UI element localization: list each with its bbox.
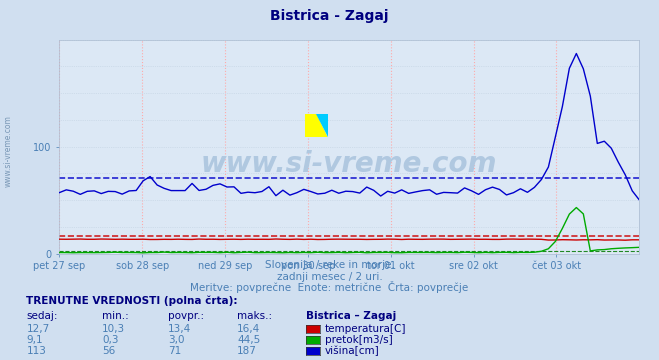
Text: 16,4: 16,4 (237, 324, 260, 334)
Text: maks.:: maks.: (237, 311, 272, 321)
Text: www.si-vreme.com: www.si-vreme.com (3, 115, 13, 187)
Polygon shape (316, 114, 328, 137)
Text: Slovenija / reke in morje.: Slovenija / reke in morje. (264, 260, 395, 270)
Text: zadnji mesec / 2 uri.: zadnji mesec / 2 uri. (277, 272, 382, 282)
Text: Meritve: povprečne  Enote: metrične  Črta: povprečje: Meritve: povprečne Enote: metrične Črta:… (190, 281, 469, 293)
Text: višina[cm]: višina[cm] (325, 346, 380, 356)
Text: pretok[m3/s]: pretok[m3/s] (325, 335, 393, 345)
Text: 10,3: 10,3 (102, 324, 125, 334)
Text: sedaj:: sedaj: (26, 311, 58, 321)
Text: 44,5: 44,5 (237, 335, 260, 345)
Text: 3,0: 3,0 (168, 335, 185, 345)
Text: temperatura[C]: temperatura[C] (325, 324, 407, 334)
Text: 187: 187 (237, 346, 257, 356)
Text: Bistrica - Zagaj: Bistrica - Zagaj (270, 9, 389, 23)
Polygon shape (304, 114, 328, 137)
Text: 12,7: 12,7 (26, 324, 49, 334)
Text: 113: 113 (26, 346, 46, 356)
Text: 0,3: 0,3 (102, 335, 119, 345)
Text: povpr.:: povpr.: (168, 311, 204, 321)
Text: 56: 56 (102, 346, 115, 356)
Text: Bistrica – Zagaj: Bistrica – Zagaj (306, 311, 397, 321)
Text: www.si-vreme.com: www.si-vreme.com (201, 150, 498, 178)
Text: 9,1: 9,1 (26, 335, 43, 345)
Text: 71: 71 (168, 346, 181, 356)
Text: min.:: min.: (102, 311, 129, 321)
Text: TRENUTNE VREDNOSTI (polna črta):: TRENUTNE VREDNOSTI (polna črta): (26, 296, 238, 306)
Text: 13,4: 13,4 (168, 324, 191, 334)
